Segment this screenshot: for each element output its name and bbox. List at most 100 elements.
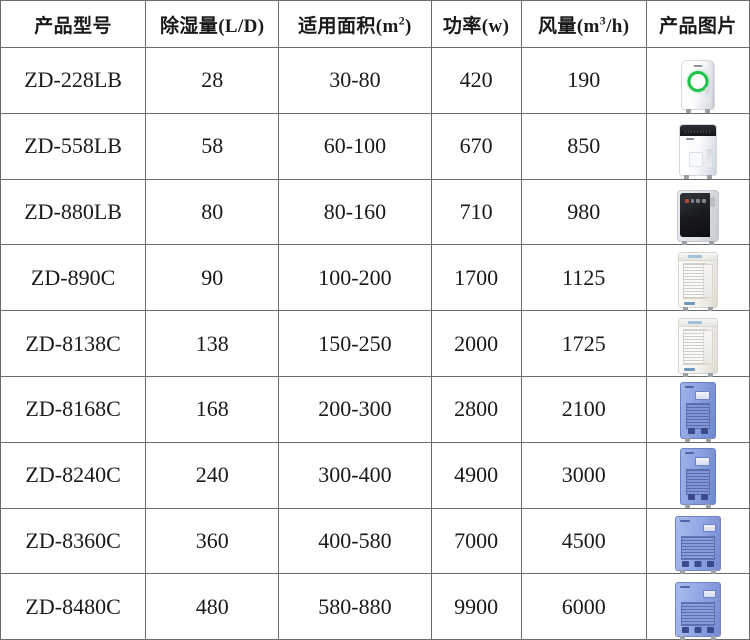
access-door bbox=[702, 329, 713, 364]
cell-model: ZD-890C bbox=[0, 244, 147, 312]
table-row: ZD-8360C 360 400-580 7000 4500 bbox=[0, 507, 750, 575]
outlet-ports bbox=[681, 493, 715, 501]
product-image bbox=[647, 577, 749, 640]
brand-mark bbox=[679, 585, 690, 588]
cell-capacity: 480 bbox=[145, 573, 280, 640]
cell-capacity: 90 bbox=[145, 244, 280, 312]
cell-area: 30-80 bbox=[278, 47, 432, 114]
product-unit-graphic bbox=[674, 581, 721, 640]
caster-feet bbox=[678, 240, 718, 245]
cell-capacity: 58 bbox=[145, 112, 280, 180]
cell-power: 1700 bbox=[430, 244, 522, 312]
caster-feet bbox=[682, 109, 714, 114]
cell-product-image bbox=[645, 47, 750, 114]
caster-feet bbox=[681, 438, 715, 443]
control-display bbox=[694, 391, 710, 401]
caster-feet bbox=[681, 504, 715, 509]
cell-model: ZD-8168C bbox=[0, 375, 147, 443]
brand-mark bbox=[685, 138, 694, 141]
cell-capacity: 360 bbox=[145, 507, 280, 575]
vent-slot bbox=[706, 149, 712, 168]
cell-model: ZD-228LB bbox=[0, 47, 147, 114]
brand-mark bbox=[693, 65, 703, 68]
top-display-panel bbox=[678, 318, 717, 327]
product-image bbox=[647, 379, 749, 443]
cell-area: 300-400 bbox=[278, 441, 432, 509]
cell-power: 9900 bbox=[430, 573, 522, 640]
black-front-panel bbox=[679, 192, 710, 237]
cell-airflow: 980 bbox=[520, 178, 647, 246]
cell-area: 60-100 bbox=[278, 112, 432, 180]
cell-product-image bbox=[645, 178, 750, 246]
table-header-row: 产品型号 除湿量(L/D) 适用面积(m2) 功率(w) 风量(m3/h) 产品… bbox=[0, 0, 750, 48]
product-image bbox=[647, 445, 749, 509]
brand-mark bbox=[679, 519, 690, 522]
control-buttons bbox=[684, 198, 706, 205]
top-display-panel bbox=[678, 252, 717, 261]
brand-mark bbox=[684, 452, 694, 455]
cell-power: 710 bbox=[430, 178, 522, 246]
cell-power: 420 bbox=[430, 47, 522, 114]
column-header-capacity: 除湿量(L/D) bbox=[145, 0, 280, 48]
product-image bbox=[647, 511, 749, 574]
product-unit-graphic bbox=[676, 189, 719, 245]
cell-product-image bbox=[645, 573, 750, 640]
brand-mark bbox=[683, 301, 695, 305]
control-display bbox=[702, 589, 716, 598]
water-tank-window bbox=[688, 152, 703, 168]
cell-capacity: 80 bbox=[145, 178, 280, 246]
cell-product-image bbox=[645, 441, 750, 509]
airflow-unit-superscript: 3 bbox=[599, 14, 607, 28]
caster-feet bbox=[676, 635, 720, 640]
cell-capacity: 168 bbox=[145, 375, 280, 443]
cell-model: ZD-8480C bbox=[0, 573, 147, 640]
cell-product-image bbox=[645, 507, 750, 575]
product-image bbox=[647, 116, 749, 180]
table-row: ZD-8240C 240 300-400 4900 3000 bbox=[0, 441, 750, 509]
area-unit-superscript: 2 bbox=[398, 14, 406, 28]
cell-airflow: 4500 bbox=[520, 507, 647, 575]
cell-power: 670 bbox=[430, 112, 522, 180]
table-row: ZD-8168C 168 200-300 2800 2100 bbox=[0, 375, 750, 443]
cell-airflow: 2100 bbox=[520, 375, 647, 443]
cell-airflow: 190 bbox=[520, 47, 647, 114]
cell-power: 2800 bbox=[430, 375, 522, 443]
product-image bbox=[647, 182, 749, 245]
louver-grill bbox=[680, 535, 715, 560]
column-header-area: 适用面积(m2) bbox=[278, 0, 432, 48]
brand-mark bbox=[683, 367, 695, 371]
product-unit-graphic bbox=[674, 515, 721, 574]
table-row: ZD-558LB 58 60-100 670 850 bbox=[0, 112, 750, 180]
cell-area: 100-200 bbox=[278, 244, 432, 312]
outlet-ports bbox=[676, 626, 720, 633]
caster-feet bbox=[680, 175, 716, 180]
table-row: ZD-890C 90 100-200 1700 1125 bbox=[0, 244, 750, 312]
cell-power: 4900 bbox=[430, 441, 522, 509]
louver-grill bbox=[685, 403, 710, 430]
brand-mark bbox=[684, 386, 694, 389]
cell-power: 2000 bbox=[430, 310, 522, 377]
cell-product-image bbox=[645, 112, 750, 180]
cell-product-image bbox=[645, 244, 750, 312]
top-control-panel bbox=[679, 125, 716, 137]
cell-capacity: 240 bbox=[145, 441, 280, 509]
product-unit-graphic bbox=[678, 124, 717, 180]
cell-capacity: 138 bbox=[145, 310, 280, 377]
vent-slot bbox=[704, 87, 710, 102]
table-row: ZD-880LB 80 80-160 710 980 bbox=[0, 178, 750, 246]
cell-area: 200-300 bbox=[278, 375, 432, 443]
column-header-image: 产品图片 bbox=[645, 0, 750, 48]
product-unit-graphic bbox=[679, 382, 716, 443]
product-image bbox=[647, 50, 749, 114]
cell-model: ZD-880LB bbox=[0, 178, 147, 246]
control-display bbox=[694, 457, 710, 467]
product-unit-graphic bbox=[677, 317, 718, 377]
cell-capacity: 28 bbox=[145, 47, 280, 114]
cell-power: 7000 bbox=[430, 507, 522, 575]
cell-model: ZD-8240C bbox=[0, 441, 147, 509]
column-header-model: 产品型号 bbox=[0, 0, 147, 48]
cell-product-image bbox=[645, 310, 750, 377]
outlet-ports bbox=[681, 427, 715, 435]
product-unit-graphic bbox=[680, 60, 715, 114]
